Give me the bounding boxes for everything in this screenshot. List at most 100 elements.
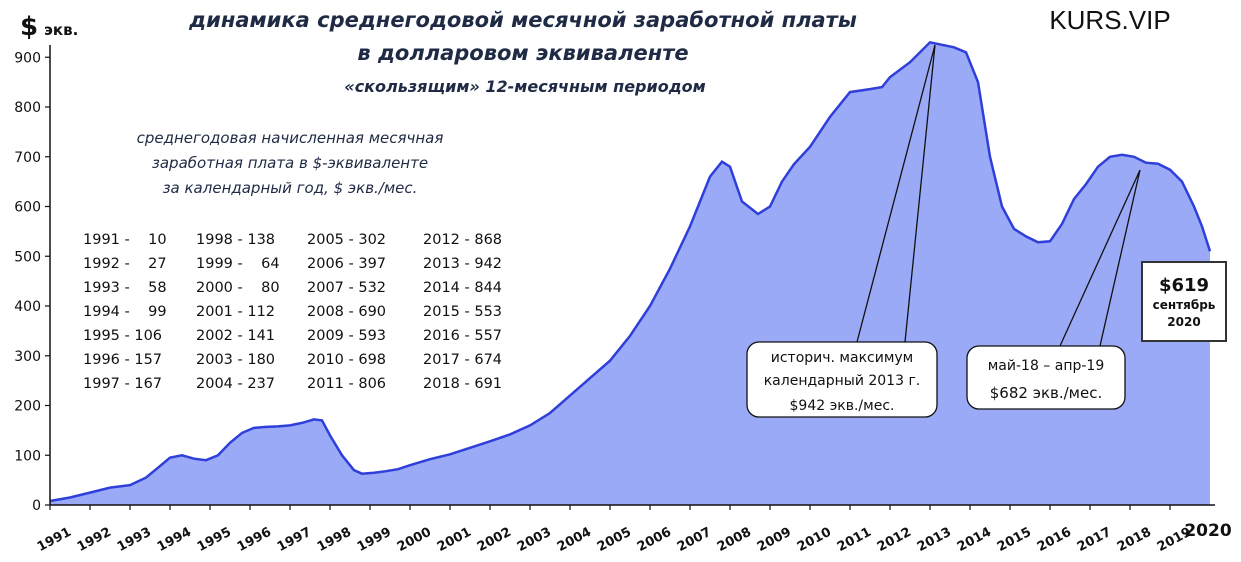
x-tick-label: 2012: [875, 525, 914, 555]
callout-recent-pointer-2: [1099, 169, 1141, 347]
x-tick-label: 2004: [555, 525, 594, 555]
x-tick-label: 1998: [315, 525, 354, 555]
x-tick-label: 1997: [275, 525, 314, 555]
area-fill: [50, 42, 1210, 506]
annual-table-cell: 2009 - 593: [307, 328, 386, 344]
callout-recent-line2: $682 экв./мес.: [990, 384, 1102, 402]
annual-table-cell: 1998 - 138: [196, 232, 275, 248]
chart-subtitle: «скользящим» 12-месячным периодом: [344, 77, 705, 96]
annual-table-cell: 2006 - 397: [307, 256, 386, 272]
x-tick-label: 2013: [915, 525, 954, 555]
annual-table-cell: 2013 - 942: [423, 256, 502, 272]
annual-table-cell: 1992 - 27: [83, 256, 167, 272]
x-tick-label: 2009: [755, 525, 794, 555]
annual-table-cell: 1995 - 106: [83, 328, 162, 344]
annual-table: 1991 - 10 1998 - 138 2005 - 302 2012 - 868 1…: [83, 232, 502, 392]
y-tick-label: 400: [14, 299, 41, 315]
annual-table-cell: 1994 - 99: [83, 304, 167, 320]
brand-logo: KURS.VIP: [1049, 5, 1170, 35]
y-tick-label: 500: [14, 249, 41, 265]
y-tick-label: 0: [32, 498, 41, 514]
table-heading-line1: среднегодовая начисленная месячная: [137, 129, 444, 147]
y-axis-symbol: $: [20, 12, 38, 42]
x-tick-label: 1991: [35, 525, 74, 555]
x-tick-label: 1995: [195, 525, 234, 555]
y-tick-label: 700: [14, 150, 41, 166]
y-tick-label: 100: [14, 448, 41, 464]
y-tick-label: 200: [14, 399, 41, 415]
callout-max-line1: историч. максимум: [771, 350, 913, 366]
callout-max-line2: календарный 2013 г.: [764, 373, 921, 389]
callout-max-pointer-1: [856, 44, 936, 343]
annual-table-cell: 2015 - 553: [423, 304, 502, 320]
y-axis-unit: экв.: [44, 21, 78, 39]
annual-table-cell: 1993 - 58: [83, 280, 167, 296]
annual-table-cell: 2010 - 698: [307, 352, 386, 368]
callout-sept-year: 2020: [1167, 315, 1200, 329]
annual-table-cell: 2016 - 557: [423, 328, 502, 344]
chart-title: динамика среднегодовой месячной заработн…: [188, 8, 857, 32]
x-tick-label: 2005: [595, 525, 634, 555]
y-tick-label: 900: [14, 50, 41, 66]
x-tick-label: 2018: [1115, 525, 1154, 555]
annual-table-cell: 2017 - 674: [423, 352, 502, 368]
annual-table-cell: 2003 - 180: [196, 352, 275, 368]
x-tick-label: 1992: [75, 525, 114, 555]
table-heading-line3: за календарный год, $ экв./мес.: [163, 179, 418, 197]
annual-table-cell: 2008 - 690: [307, 304, 386, 320]
annual-table-cell: 2001 - 112: [196, 304, 275, 320]
annual-table-cell: 2004 - 237: [196, 376, 275, 392]
annual-table-cell: 2005 - 302: [307, 232, 386, 248]
x-tick-label: 2015: [995, 525, 1034, 555]
callout-recent: май-18 – апр-19 $682 экв./мес.: [966, 169, 1141, 410]
annual-table-cell: 2012 - 868: [423, 232, 502, 248]
callout-recent-box: [966, 345, 1126, 410]
annual-table-cell: 2002 - 141: [196, 328, 275, 344]
x-tick-label: 1993: [115, 525, 154, 555]
plot-area: [49, 40, 1215, 506]
annual-table-cell: 2007 - 532: [307, 280, 386, 296]
callout-max: историч. максимум календарный 2013 г. $9…: [746, 44, 938, 418]
chart-title-line2: в долларовом эквиваленте: [357, 41, 688, 65]
callout-sept-value: $619: [1159, 275, 1209, 296]
y-tick-label: 800: [14, 100, 41, 116]
callout-max-line3: $942 экв./мес.: [790, 398, 895, 414]
y-tick-label: 600: [14, 200, 41, 216]
annual-table-cell: 2011 - 806: [307, 376, 386, 392]
x-tick-label: 2006: [635, 525, 674, 555]
y-tick-label: 300: [14, 349, 41, 365]
x-tick-label: 2008: [715, 525, 754, 555]
callout-sept-box: [1141, 261, 1227, 342]
y-axis: 0 100 200 300 400 500 600 700 800 900: [14, 50, 50, 514]
x-tick-label: 2003: [515, 525, 554, 555]
table-heading-line2: заработная плата в $-эквиваленте: [152, 154, 428, 172]
x-tick-label: 2016: [1035, 525, 1074, 555]
x-tick-label: 2014: [955, 525, 994, 555]
annual-table-cell: 2000 - 80: [196, 280, 280, 296]
callout-max-box: [746, 341, 938, 418]
area-line: [49, 40, 1212, 503]
x-tick-label: 1999: [355, 525, 394, 555]
x-tick-label: 1994: [155, 525, 194, 555]
x-axis: 1991 1992 1993 1994 1995 1996 1997 1998 1999 2000…: [35, 505, 1232, 555]
callout-max-pointer-2: [904, 44, 936, 343]
annual-table-cell: 2014 - 844: [423, 280, 502, 296]
x-tick-label: 1996: [235, 525, 274, 555]
x-tick-label: 2002: [475, 525, 514, 555]
annual-table-cell: 1991 - 10: [83, 232, 167, 248]
callout-recent-line1: май-18 – апр-19: [988, 358, 1105, 374]
x-tick-label: 2011: [835, 525, 874, 555]
callout-recent-pointer-1: [1059, 169, 1141, 347]
annual-table-cell: 1997 - 167: [83, 376, 162, 392]
x-tick-label: 2010: [795, 525, 834, 555]
x-tick-label: 2001: [435, 525, 474, 555]
annual-table-cell: 1996 - 157: [83, 352, 162, 368]
x-tick-label: 2000: [395, 525, 434, 555]
x-tick-label: 2017: [1075, 525, 1114, 555]
x-tick-label: 2007: [675, 525, 714, 555]
annual-table-cell: 1999 - 64: [196, 256, 280, 272]
callout-sept: $619 сентябрь 2020: [1141, 261, 1227, 342]
callout-sept-month: сентябрь: [1153, 298, 1216, 312]
annual-table-cell: 2018 - 691: [423, 376, 502, 392]
